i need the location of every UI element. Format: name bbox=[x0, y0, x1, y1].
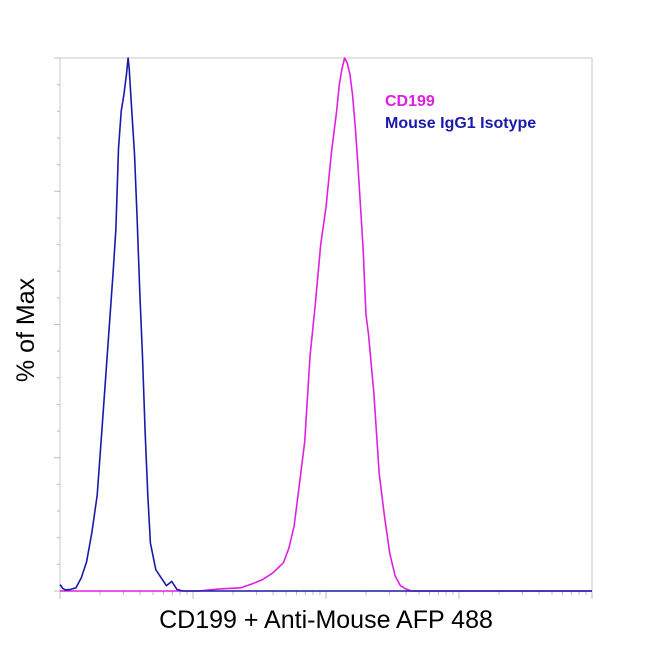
y-axis-label: % of Max bbox=[12, 277, 40, 382]
x-axis-ticks bbox=[59, 591, 593, 599]
x-axis-label: CD199 + Anti-Mouse AFP 488 bbox=[159, 606, 493, 634]
y-axis-ticks bbox=[54, 57, 60, 592]
legend-entry-cd199: CD199 bbox=[385, 93, 435, 110]
series-layer bbox=[59, 57, 592, 592]
series-line-cd199 bbox=[60, 57, 592, 592]
legend-entry-isotype: Mouse IgG1 Isotype bbox=[385, 115, 536, 132]
plot-frame bbox=[59, 57, 593, 592]
series-line-isotype bbox=[59, 57, 592, 592]
